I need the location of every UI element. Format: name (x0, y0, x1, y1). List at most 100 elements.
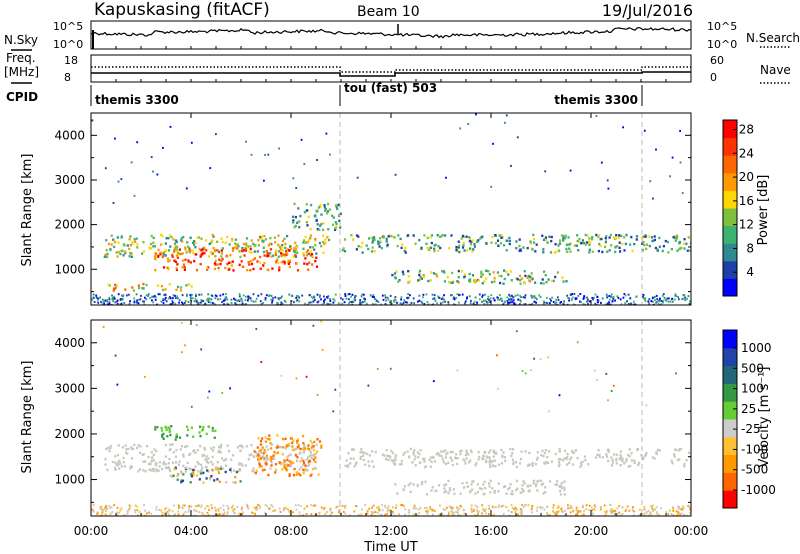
power-cell (164, 298, 166, 301)
power-cell (177, 297, 179, 300)
power-cell (476, 303, 479, 305)
velocity-cell (299, 505, 302, 508)
power-cell (632, 303, 634, 305)
power-cell (294, 215, 297, 219)
power-cell (137, 284, 140, 287)
power-cell (439, 235, 442, 238)
power-cell (226, 235, 229, 239)
power-cell (171, 302, 174, 305)
power-cell (280, 301, 283, 304)
velocity-cell (162, 460, 166, 464)
power-cell (124, 250, 127, 253)
velocity-cell (118, 511, 121, 514)
power-cell (571, 296, 574, 299)
velocity-cell (600, 506, 602, 508)
velocity-cell (304, 464, 307, 467)
power-cell (504, 121, 506, 124)
power-cell (230, 301, 233, 304)
power-cell (91, 119, 94, 122)
power-cell (112, 202, 115, 204)
power-cell (210, 298, 213, 301)
power-cell (271, 301, 273, 304)
velocity-cell (554, 452, 557, 456)
power-cell (249, 245, 252, 248)
velocity-ytick-label: 4000 (54, 336, 85, 350)
power-cell (231, 260, 234, 263)
power-cell (154, 294, 156, 297)
velocity-cell (631, 509, 634, 512)
power-cell (278, 269, 281, 272)
velocity-cell (451, 506, 454, 509)
power-cell (389, 294, 392, 297)
power-cell (318, 228, 321, 231)
velocity-cell (385, 449, 388, 452)
power-cell (152, 236, 155, 240)
velocity-cell (215, 467, 218, 470)
power-cell (161, 235, 164, 238)
velocity-cell (564, 514, 566, 516)
power-cell (389, 301, 391, 304)
velocity-cell (672, 514, 675, 516)
velocity-cell (514, 461, 518, 464)
power-cell (322, 228, 325, 231)
velocity-cell (302, 451, 305, 454)
power-cell (314, 298, 316, 301)
power-cell (157, 254, 160, 258)
power-cell (230, 298, 233, 301)
velocity-cell (190, 505, 193, 508)
velocity-cell (641, 457, 645, 461)
velocity-cell (305, 458, 308, 461)
power-cell (606, 303, 609, 305)
velocity-cell (492, 449, 495, 452)
velocity-cell (633, 459, 636, 462)
velocity-cell (544, 486, 547, 489)
power-cell (327, 202, 330, 206)
velocity-cell (531, 464, 534, 467)
power-cell (642, 240, 645, 244)
velocity-cell (105, 510, 107, 513)
velocity-cell (309, 474, 312, 477)
power-cell (618, 234, 621, 237)
velocity-cell (312, 504, 315, 507)
power-cell (281, 239, 285, 243)
velocity-cell (434, 509, 437, 512)
velocity-cell (538, 505, 541, 508)
velocity-cell (158, 508, 160, 511)
power-cell (197, 303, 200, 305)
power-cell (394, 299, 397, 302)
velocity-cell (418, 512, 421, 515)
power-cell (111, 298, 114, 301)
freq-panel: Freq. [MHz] 18 8 60 0 Nave (4, 51, 791, 84)
velocity-cell (626, 505, 629, 508)
power-cell (334, 293, 337, 296)
velocity-cell (295, 377, 298, 380)
power-cell (504, 300, 506, 303)
power-cell (104, 167, 107, 170)
velocity-cell (621, 457, 624, 460)
power-cell (188, 247, 191, 250)
power-cell (583, 295, 586, 298)
power-cell (454, 303, 456, 305)
power-cell (497, 296, 499, 299)
power-cell (163, 250, 166, 254)
power-ytick-label: 4000 (54, 128, 85, 142)
power-cell (531, 248, 534, 251)
velocity-cell (295, 447, 298, 451)
velocity-cell (227, 507, 230, 509)
power-cell (349, 301, 351, 304)
velocity-cell (588, 504, 591, 507)
power-cell (143, 250, 146, 253)
power-cell (604, 237, 607, 240)
power-cell (473, 245, 476, 248)
velocity-cell (161, 434, 164, 437)
velocity-cell (183, 504, 186, 507)
power-cell (285, 253, 288, 256)
power-cell (689, 249, 691, 252)
power-cell (500, 236, 503, 239)
velocity-cell (164, 511, 167, 514)
power-cell (533, 296, 536, 299)
power-cell (298, 300, 301, 303)
power-cell (608, 303, 610, 305)
power-cell (502, 244, 506, 247)
